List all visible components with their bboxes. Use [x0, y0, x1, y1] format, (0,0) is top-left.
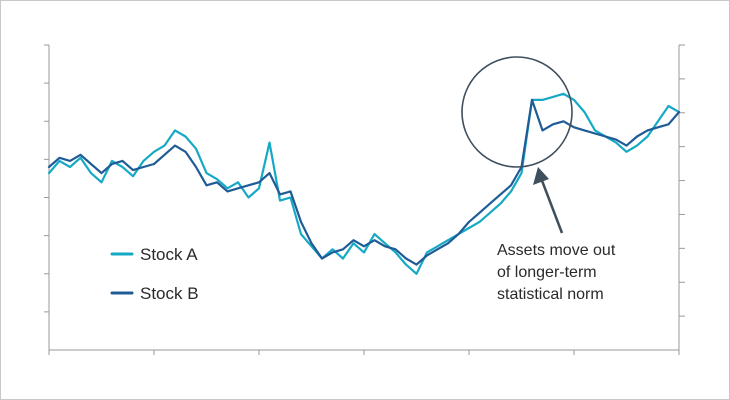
legend: Stock A Stock B — [110, 245, 199, 303]
annotation-line-3: statistical norm — [497, 286, 604, 303]
annotation-circle — [461, 56, 573, 168]
annotation-arrow — [539, 177, 564, 234]
legend-label-stock-a: Stock A — [140, 245, 198, 264]
chart-axes — [44, 44, 685, 355]
series-line-stock-a — [47, 92, 681, 275]
annotation-line-2: of longer-term — [497, 264, 597, 281]
series-line-stock-b — [47, 98, 681, 266]
chart-series — [47, 92, 681, 275]
annotation-line-1: Assets move out — [497, 242, 616, 259]
annotation: Assets move out of longer-term statistic… — [461, 56, 616, 303]
legend-label-stock-b: Stock B — [140, 284, 199, 303]
annotation-arrowhead — [533, 167, 549, 185]
